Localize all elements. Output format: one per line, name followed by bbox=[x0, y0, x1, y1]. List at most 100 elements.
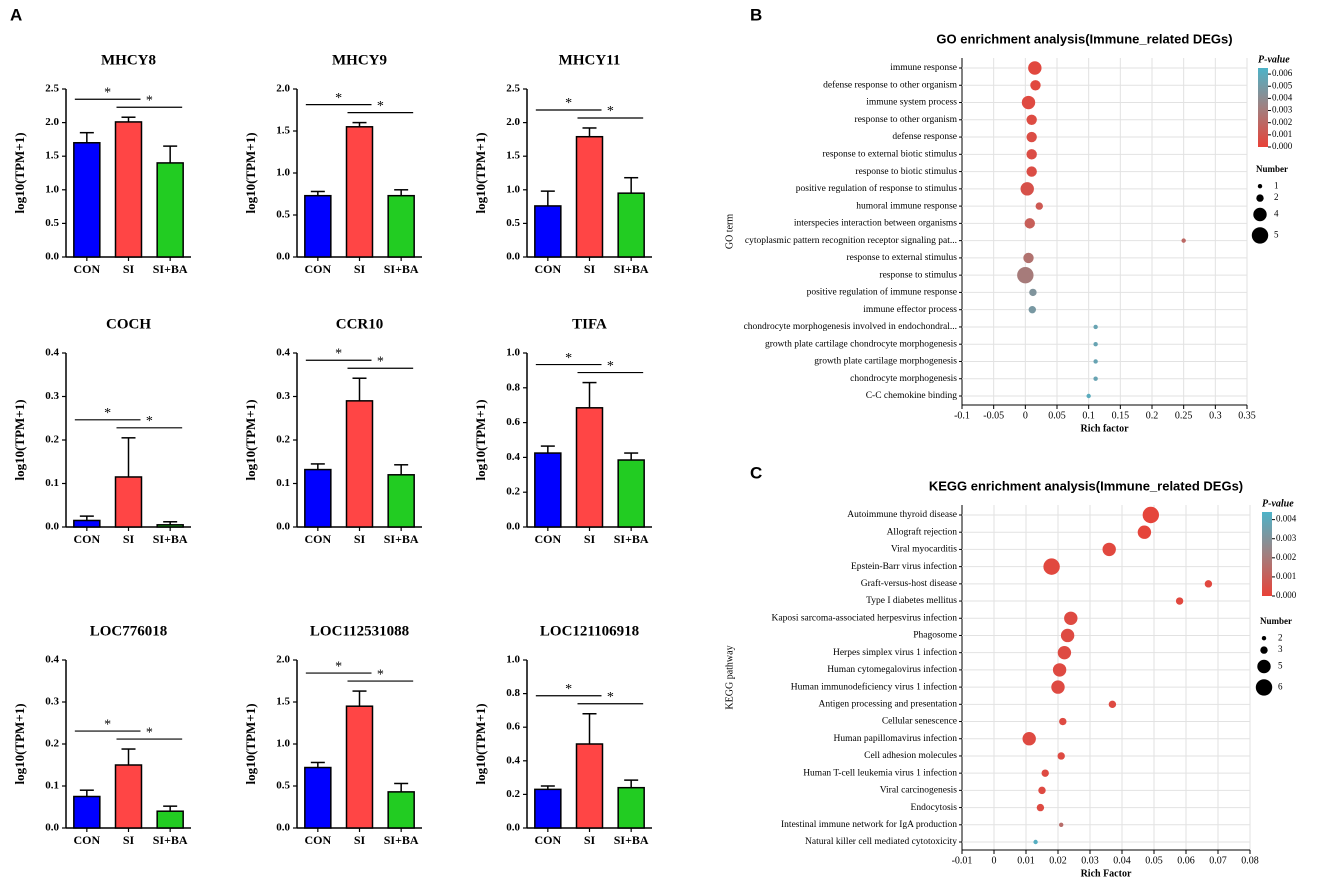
chart-title: KEGG enrichment analysis(Immune_related … bbox=[929, 478, 1243, 493]
y-tick-label: response to stimulus bbox=[879, 270, 957, 280]
colorbar-tick-label: 0.004 bbox=[1276, 514, 1297, 524]
y-tick-label: 1.0 bbox=[276, 167, 290, 179]
y-axis-label: log10(TPM+1) bbox=[473, 132, 488, 213]
x-tick-label: SI bbox=[354, 833, 366, 847]
colorbar-tick-label: 0.000 bbox=[1272, 141, 1293, 151]
bar bbox=[156, 524, 184, 528]
bubble bbox=[1020, 182, 1034, 196]
size-legend-marker bbox=[1257, 184, 1263, 189]
bubble bbox=[1052, 663, 1067, 677]
x-axis-label: Rich factor bbox=[1080, 423, 1129, 434]
y-tick-label: positive regulation of immune response bbox=[807, 287, 957, 298]
y-axis-label: log10(TPM+1) bbox=[243, 399, 258, 480]
y-tick-label: 1.5 bbox=[506, 150, 520, 162]
y-tick-label: Allograft rejection bbox=[887, 526, 958, 537]
chart-title: LOC112531088 bbox=[310, 623, 409, 639]
x-tick-label: SI bbox=[123, 833, 135, 847]
x-tick-label: SI bbox=[584, 532, 596, 546]
bubble bbox=[1064, 611, 1078, 625]
panel-label: A bbox=[10, 5, 22, 24]
y-tick-label: 0.3 bbox=[45, 696, 59, 708]
y-tick-label: 0.0 bbox=[276, 251, 290, 263]
colorbar-title: P-value bbox=[1262, 498, 1294, 509]
y-tick-label: cytoplasmic pattern recognition receptor… bbox=[745, 236, 957, 246]
bubble bbox=[1026, 166, 1037, 177]
bubble bbox=[1028, 61, 1042, 75]
bubble bbox=[1022, 732, 1036, 746]
bubble bbox=[1017, 266, 1034, 284]
y-tick-label: Cellular senescence bbox=[882, 717, 957, 727]
y-tick-label: 1.0 bbox=[506, 347, 520, 359]
bubble bbox=[1024, 218, 1035, 229]
x-tick-label: SI+BA bbox=[384, 262, 419, 276]
size-legend-title: Number bbox=[1256, 164, 1288, 174]
y-tick-label: Human immunodeficiency virus 1 infection bbox=[791, 681, 957, 692]
significance-label: * bbox=[335, 659, 342, 674]
x-tick-label: CON bbox=[73, 262, 100, 276]
y-tick-label: Epstein-Barr virus infection bbox=[851, 561, 957, 572]
bubble bbox=[1023, 252, 1034, 264]
bubble bbox=[1026, 131, 1037, 143]
bar bbox=[345, 400, 374, 528]
chart-title: MHCY9 bbox=[332, 52, 387, 68]
chart-title: CCR10 bbox=[336, 316, 384, 332]
y-tick-label: Cell adhesion molecules bbox=[864, 751, 957, 761]
y-tick-label: 0.0 bbox=[45, 822, 59, 834]
y-tick-label: 0.2 bbox=[506, 486, 520, 498]
bar bbox=[534, 788, 562, 829]
x-tick-label: 0.2 bbox=[1146, 410, 1159, 421]
y-tick-label: 0.5 bbox=[276, 209, 290, 221]
x-tick-label: SI+BA bbox=[153, 262, 188, 276]
y-tick-label: Graft-versus-host disease bbox=[861, 578, 957, 589]
y-tick-label: 0.4 bbox=[45, 347, 59, 359]
bar bbox=[73, 142, 101, 258]
y-axis-label: log10(TPM+1) bbox=[12, 399, 27, 480]
significance-label: * bbox=[104, 85, 111, 100]
y-tick-label: 0.6 bbox=[506, 721, 520, 733]
bar bbox=[345, 126, 374, 258]
bar bbox=[575, 743, 604, 829]
y-axis-label: log10(TPM+1) bbox=[243, 703, 258, 784]
x-tick-label: 0.1 bbox=[1082, 410, 1095, 421]
bubble bbox=[1051, 680, 1065, 694]
y-tick-label: 0.1 bbox=[45, 477, 59, 489]
size-legend-title: Number bbox=[1260, 616, 1292, 626]
size-legend-marker bbox=[1260, 646, 1268, 654]
bubble bbox=[1057, 752, 1065, 760]
y-tick-label: Intestinal immune network for IgA produc… bbox=[781, 819, 957, 830]
y-tick-label: 0.2 bbox=[45, 738, 59, 750]
y-tick-label: 0.1 bbox=[276, 477, 290, 489]
size-legend-marker bbox=[1257, 659, 1271, 674]
x-tick-label: 0.05 bbox=[1145, 855, 1163, 866]
y-tick-label: chondrocyte morphogenesis bbox=[850, 374, 957, 384]
bar bbox=[534, 205, 562, 258]
chart-title: MHCY8 bbox=[101, 52, 156, 68]
y-tick-label: Antigen processing and presentation bbox=[818, 700, 957, 710]
bubble bbox=[1181, 238, 1186, 243]
y-tick-label: Human cytomegalovirus infection bbox=[827, 664, 957, 675]
bubble bbox=[1059, 717, 1067, 726]
significance-label: * bbox=[607, 104, 614, 119]
y-tick-label: Herpes simplex virus 1 infection bbox=[833, 647, 957, 658]
bar bbox=[304, 194, 332, 258]
x-tick-label: SI bbox=[584, 833, 596, 847]
y-tick-label: 1.5 bbox=[276, 696, 290, 708]
bar bbox=[534, 452, 562, 528]
y-tick-label: 0.4 bbox=[506, 451, 520, 463]
y-tick-label: response to external biotic stimulus bbox=[822, 150, 957, 160]
significance-label: * bbox=[146, 93, 153, 108]
y-tick-label: interspecies interaction between organis… bbox=[794, 219, 957, 229]
bubble bbox=[1026, 149, 1037, 160]
bubble bbox=[1043, 558, 1060, 575]
size-legend-marker bbox=[1251, 227, 1269, 244]
y-tick-label: 2.5 bbox=[506, 83, 520, 95]
size-legend-label: 2 bbox=[1274, 192, 1279, 202]
y-tick-label: 0.2 bbox=[276, 434, 290, 446]
bar bbox=[114, 764, 143, 829]
x-tick-label: SI+BA bbox=[614, 532, 649, 546]
size-legend-marker bbox=[1253, 207, 1267, 222]
x-tick-label: SI bbox=[123, 262, 135, 276]
bubble bbox=[1033, 839, 1038, 845]
y-tick-label: Viral carcinogenesis bbox=[880, 786, 958, 796]
y-tick-label: Autoimmune thyroid disease bbox=[847, 510, 957, 520]
